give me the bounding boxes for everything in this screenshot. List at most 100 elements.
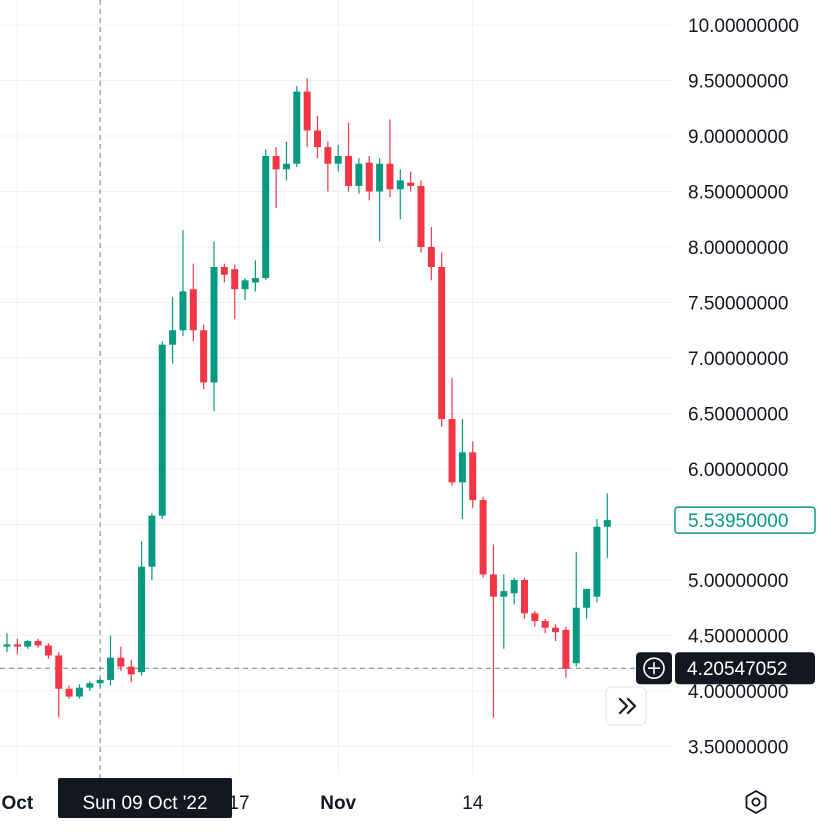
candle-body xyxy=(427,247,435,267)
price-tick-label: 9.00000000 xyxy=(688,127,788,148)
candle-body xyxy=(324,147,332,164)
candle xyxy=(220,263,228,283)
plus-circle-icon xyxy=(643,657,665,679)
candle-body xyxy=(562,629,570,669)
candle xyxy=(251,260,259,292)
candle xyxy=(262,149,270,281)
candle-body xyxy=(531,613,539,622)
price-tick-label: 6.50000000 xyxy=(688,405,788,426)
candle xyxy=(169,296,177,364)
candle xyxy=(117,646,125,672)
candle-body xyxy=(479,500,487,575)
candle xyxy=(86,681,94,691)
candle xyxy=(293,86,301,168)
candle xyxy=(427,227,435,281)
crosshair-date-label: Sun 09 Oct '22 xyxy=(82,793,207,814)
add-alert-button[interactable] xyxy=(636,652,672,685)
candle-body xyxy=(469,452,477,501)
candle-body xyxy=(169,330,177,345)
candle xyxy=(603,493,611,558)
candle-body xyxy=(521,580,528,614)
candle-body xyxy=(138,566,146,673)
candle-body xyxy=(458,452,466,483)
candle xyxy=(138,541,146,676)
candle xyxy=(334,144,342,172)
candle-body xyxy=(603,520,611,527)
candle xyxy=(376,158,384,242)
candle-body xyxy=(158,344,166,516)
candle xyxy=(75,684,83,699)
candle-body xyxy=(55,655,63,689)
candle-body xyxy=(96,679,104,684)
candle xyxy=(458,419,466,519)
candle-body xyxy=(386,163,394,190)
double-chevron-right-icon xyxy=(618,697,637,715)
candle xyxy=(158,341,166,519)
price-tick-label: 4.50000000 xyxy=(688,627,788,648)
candle-body xyxy=(107,657,114,680)
candle-body xyxy=(86,683,94,688)
time-tick-label: Oct xyxy=(2,793,34,814)
candle xyxy=(355,158,363,194)
candle-body xyxy=(365,162,373,192)
candle xyxy=(303,78,311,148)
candle-body xyxy=(189,289,197,331)
candle-body xyxy=(448,419,456,483)
candle xyxy=(210,241,218,412)
candle-body xyxy=(127,666,135,675)
candle-body xyxy=(355,163,363,186)
candles xyxy=(3,78,611,718)
candle-body xyxy=(407,182,415,186)
time-tick-label: 17 xyxy=(228,793,249,814)
price-tick-label: 8.50000000 xyxy=(688,183,788,204)
candle-body xyxy=(3,644,11,647)
candle-body xyxy=(210,266,218,383)
candle xyxy=(13,638,21,655)
candle-body xyxy=(282,163,290,170)
price-tick-label: 3.50000000 xyxy=(688,738,788,759)
chart-settings-button[interactable] xyxy=(745,790,767,814)
candle-body xyxy=(24,641,32,647)
candle-body xyxy=(262,155,270,279)
scroll-to-realtime-button[interactable] xyxy=(605,686,647,726)
candle xyxy=(572,552,580,667)
price-axis[interactable]: 10.00000000 9.50000000 9.00000000 8.5000000… xyxy=(688,16,799,759)
candle xyxy=(386,119,394,198)
time-tick-label: 14 xyxy=(462,793,484,814)
last-price-label: 5.53950000 xyxy=(688,511,788,532)
candle xyxy=(396,169,404,220)
candle-body xyxy=(417,185,425,247)
candle xyxy=(438,252,446,427)
candle xyxy=(200,324,208,390)
crosshair-price-marker: 4.20547052 xyxy=(675,652,815,685)
candle xyxy=(96,677,104,688)
candle-body xyxy=(34,641,42,646)
price-tick-label: 5.00000000 xyxy=(688,571,788,592)
price-tick-label: 9.50000000 xyxy=(688,72,788,93)
candle xyxy=(479,496,487,578)
candle xyxy=(314,116,321,159)
candle xyxy=(241,278,249,301)
candle xyxy=(489,544,497,718)
candle xyxy=(55,652,63,718)
candle-body xyxy=(376,163,384,192)
candle-body xyxy=(65,688,73,697)
candle xyxy=(365,155,373,201)
candle-body xyxy=(251,278,259,283)
candle xyxy=(541,618,549,634)
candle-body xyxy=(117,657,125,667)
last-price-marker: 5.53950000 xyxy=(674,506,816,534)
candle xyxy=(148,513,156,580)
candle-body xyxy=(541,621,549,628)
candle xyxy=(179,230,187,336)
candle xyxy=(44,643,52,659)
candle xyxy=(407,171,415,192)
time-axis[interactable]: Oct 17 Nov 14 xyxy=(2,793,484,814)
candle-body xyxy=(510,580,518,594)
candle-body xyxy=(272,155,280,170)
candle-body xyxy=(200,330,208,383)
candle-body xyxy=(500,591,508,597)
candle-body xyxy=(572,607,580,664)
